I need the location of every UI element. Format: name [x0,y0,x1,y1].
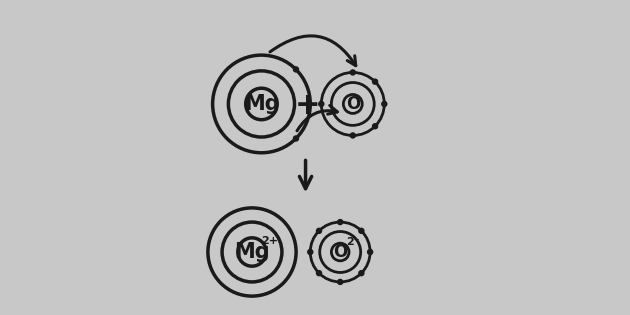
Circle shape [307,249,312,255]
Circle shape [316,271,321,276]
Text: Mg: Mg [244,94,279,114]
Text: 2⁻: 2⁻ [346,237,360,247]
Circle shape [338,220,343,225]
Text: O: O [346,95,360,113]
Circle shape [350,133,355,138]
Circle shape [319,101,324,106]
Circle shape [368,249,373,255]
Circle shape [359,228,364,233]
Circle shape [359,271,364,276]
Circle shape [294,67,299,72]
Text: O: O [333,243,347,261]
Text: Mg: Mg [234,242,270,262]
Circle shape [294,136,299,141]
Circle shape [382,101,387,106]
Text: +: + [294,91,320,120]
Circle shape [350,70,355,75]
Text: 2+: 2+ [261,236,278,246]
Circle shape [338,279,343,284]
Circle shape [372,124,377,129]
FancyArrowPatch shape [297,106,337,131]
Circle shape [316,228,321,233]
FancyArrowPatch shape [270,36,356,66]
Circle shape [372,79,377,84]
